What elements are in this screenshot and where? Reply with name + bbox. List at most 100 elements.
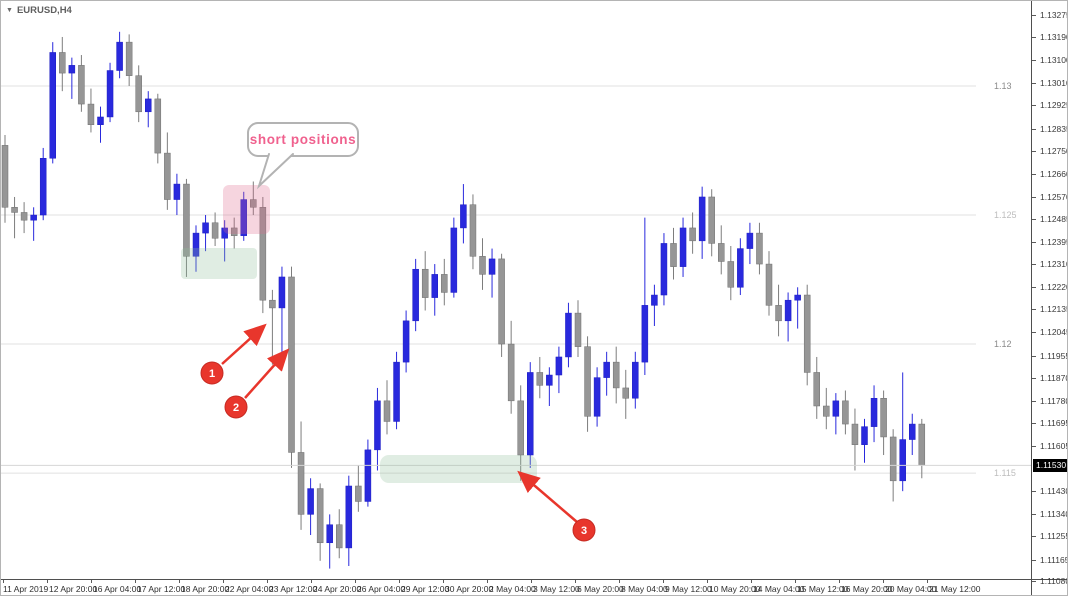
support-zone[interactable]: [380, 455, 537, 483]
price-tick-label: 1.11780: [1040, 395, 1068, 406]
candle-body: [670, 243, 677, 267]
consolidation-zone[interactable]: [181, 248, 257, 279]
time-tick-label: 26 Apr 04:00: [357, 584, 406, 594]
price-axis-tick: [1032, 559, 1036, 561]
time-tick-label: 2 May 04:00: [489, 584, 536, 594]
candle-body: [49, 52, 56, 159]
candle-body: [803, 294, 811, 373]
price-tick-label: 1.13010: [1040, 78, 1068, 89]
candlestick-chart[interactable]: 1.13 1.125 1.12 1.115: [1, 1, 1031, 579]
candle-body: [345, 485, 353, 549]
annotations-overlay: 123: [181, 185, 596, 542]
time-axis-tick: [135, 580, 136, 583]
time-axis-tick: [927, 580, 928, 583]
candle-body: [192, 232, 200, 257]
price-tick-label: 1.11605: [1040, 440, 1068, 451]
price-axis-tick: [1032, 83, 1036, 85]
candle-body: [565, 312, 572, 358]
price-axis-tick: [1032, 36, 1036, 38]
candle-body: [870, 398, 878, 427]
candle-body: [546, 374, 553, 386]
candle-body: [899, 439, 906, 482]
price-tick-label: 1.11080: [1040, 576, 1068, 587]
candle-body: [909, 423, 916, 440]
candle-body: [823, 405, 830, 417]
candle-body: [78, 65, 85, 105]
price-axis-tick: [1032, 15, 1036, 17]
price-tick-label: 1.12220: [1040, 282, 1068, 293]
candle-body: [421, 268, 429, 298]
price-axis-tick: [1032, 287, 1036, 289]
time-axis[interactable]: 11 Apr 2019 12 Apr 20:00 16 Apr 04:00 17 Ap…: [1, 579, 1067, 595]
arrow-marker-circle-1[interactable]: [200, 361, 224, 385]
price-tick-label: 1.12750: [1040, 145, 1068, 156]
candle-body: [288, 276, 295, 453]
candle-body: [679, 227, 687, 267]
candle-body: [498, 258, 505, 345]
price-axis-tick: [1032, 264, 1036, 266]
candle-body: [364, 449, 372, 502]
time-tick-label: 9 May 12:00: [665, 584, 712, 594]
price-axis-tick: [1032, 514, 1036, 516]
candle-body: [269, 299, 276, 309]
grid-price-label: 1.13: [994, 81, 1012, 91]
price-tick-label: 1.12310: [1040, 259, 1068, 270]
candle-body: [737, 248, 744, 288]
candle-body: [173, 183, 181, 200]
candle-body: [593, 377, 601, 417]
candle-body: [718, 243, 725, 262]
time-axis-tick: [443, 580, 444, 583]
price-tick-label: 1.11255: [1040, 531, 1068, 542]
candle-body: [259, 207, 267, 301]
time-axis-tick: [91, 580, 92, 583]
price-axis-tick: [1032, 581, 1036, 583]
candle-body: [336, 524, 343, 549]
candle-body: [784, 299, 792, 322]
short-positions-callout[interactable]: short positions: [247, 122, 359, 157]
time-tick-label: 22 Apr 04:00: [225, 584, 274, 594]
candle-body: [794, 294, 801, 301]
candle-body: [97, 116, 104, 125]
candle-body: [87, 103, 95, 125]
candle-body: [11, 207, 18, 213]
time-axis-tick: [883, 580, 884, 583]
time-axis-tick: [267, 580, 268, 583]
time-tick-label: 16 May 20:00: [841, 584, 893, 594]
time-axis-tick: [531, 580, 532, 583]
price-axis[interactable]: 1.11530 1.13275 1.13190 1.13100 1.13010 1.12…: [1031, 1, 1068, 595]
price-axis-tick: [1032, 309, 1036, 311]
candle-body: [660, 243, 668, 296]
candle-body: [68, 65, 76, 74]
price-axis-tick: [1032, 536, 1036, 538]
short-positions-entry-zone[interactable]: [223, 185, 270, 234]
time-axis-tick: [179, 580, 180, 583]
arrow-marker-circle-2[interactable]: [224, 395, 248, 419]
price-tick-label: 1.12570: [1040, 191, 1068, 202]
price-tick-label: 1.12045: [1040, 327, 1068, 338]
dropdown-triangle-icon[interactable]: ▼: [6, 7, 13, 14]
candle-body: [698, 196, 706, 242]
time-tick-label: 23 Apr 12:00: [269, 584, 318, 594]
time-axis-tick: [223, 580, 224, 583]
arrow-marker-circle-3[interactable]: [572, 518, 596, 542]
candle-body: [851, 423, 859, 445]
candle-body: [30, 214, 37, 221]
price-axis-tick: [1032, 355, 1036, 357]
time-tick-label: 18 Apr 20:00: [181, 584, 230, 594]
time-axis-tick: [487, 580, 488, 583]
candle-body: [316, 488, 324, 544]
candle-body: [918, 423, 926, 466]
price-tick-label: 1.11340: [1040, 509, 1068, 520]
time-tick-label: 14 May 04:00: [753, 584, 805, 594]
time-axis-tick: [707, 580, 708, 583]
time-axis-tick: [751, 580, 752, 583]
time-tick-label: 21 May 12:00: [929, 584, 981, 594]
symbol-text: EURUSD,H4: [16, 5, 72, 16]
candle-body: [460, 204, 467, 229]
time-tick-label: 20 May 04:00: [885, 584, 937, 594]
time-axis-tick: [663, 580, 664, 583]
candle-body: [20, 212, 28, 221]
time-axis-tick: [355, 580, 356, 583]
candle-body: [145, 98, 152, 113]
